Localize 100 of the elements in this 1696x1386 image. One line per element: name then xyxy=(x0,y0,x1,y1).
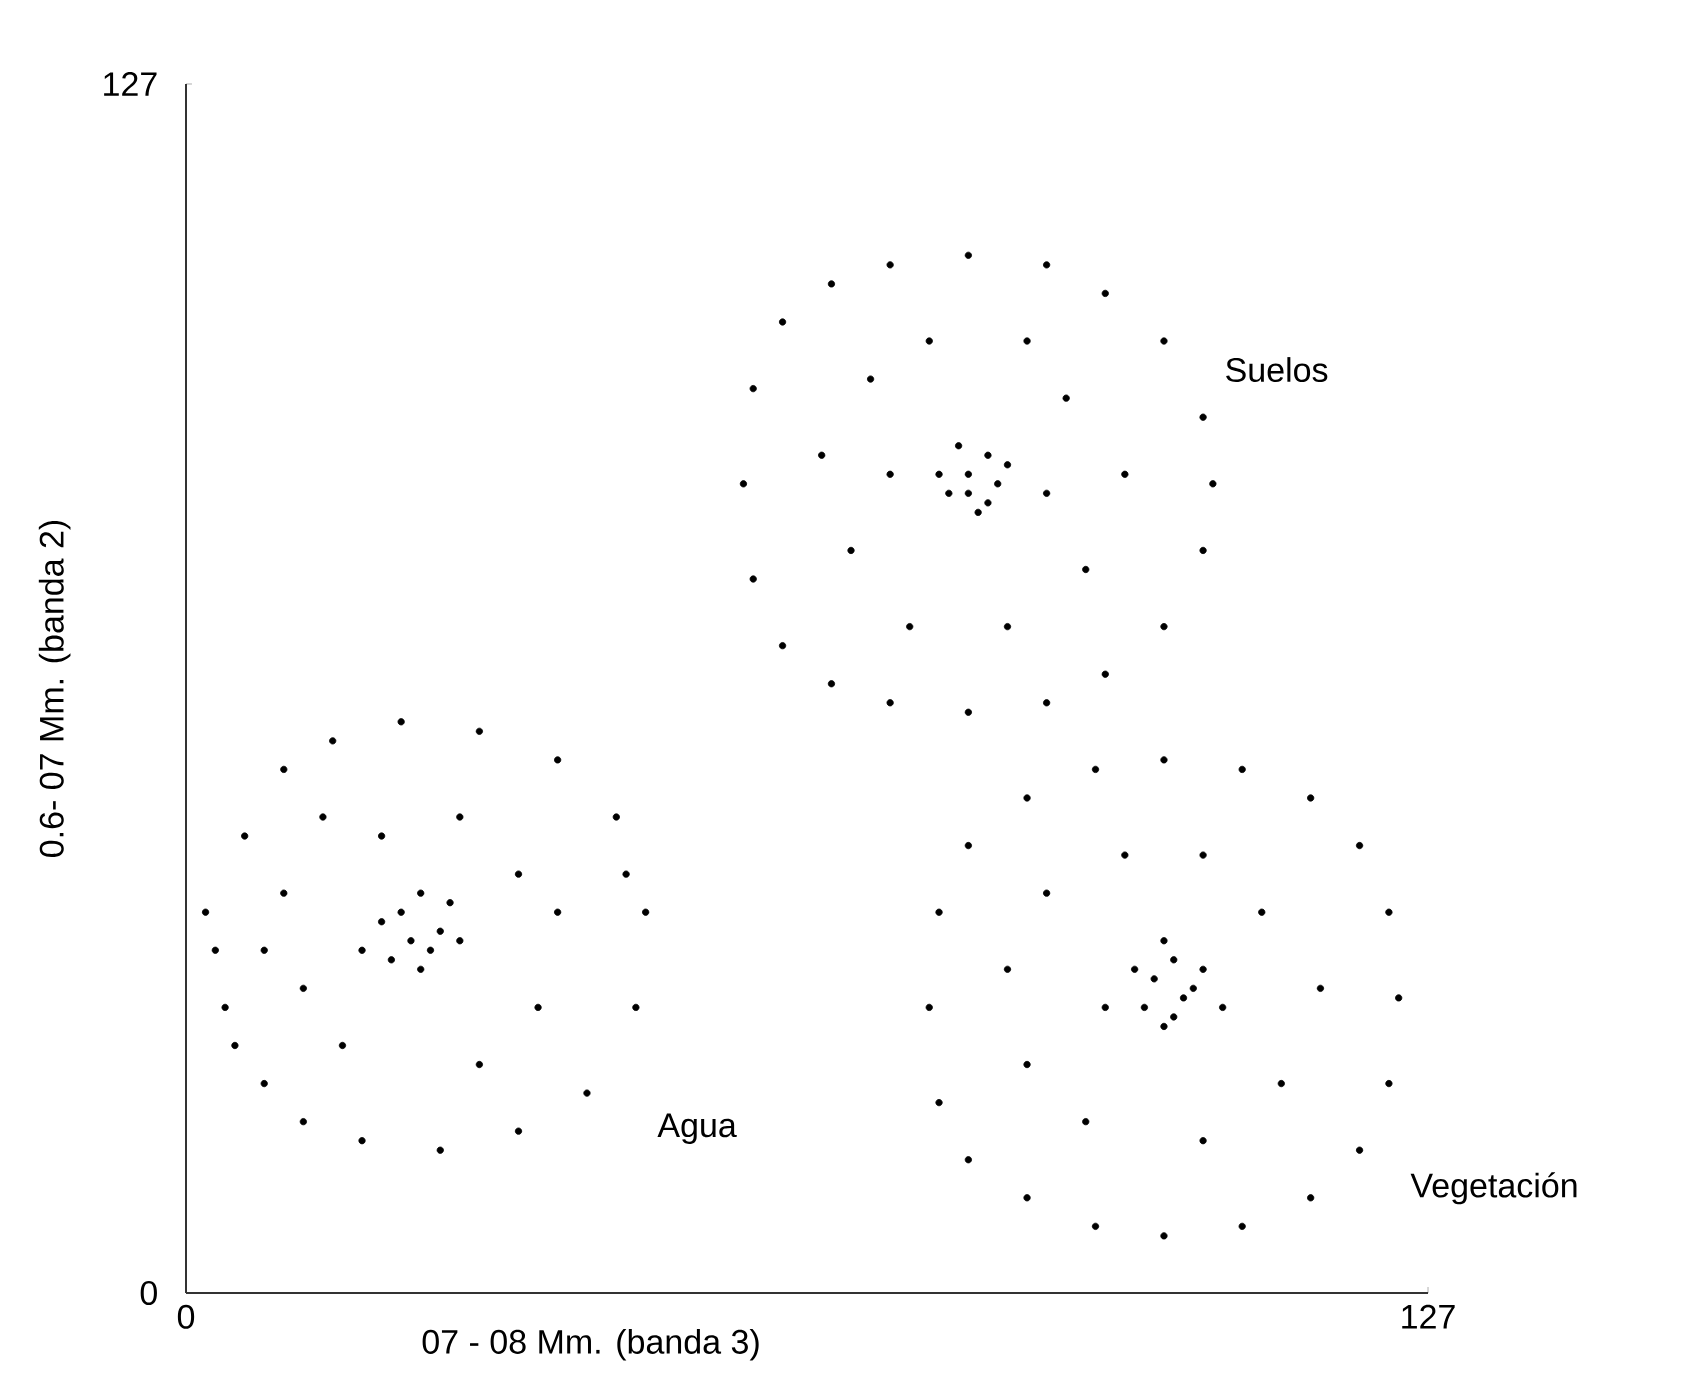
point xyxy=(514,870,523,878)
series-label: Vegetación xyxy=(1410,1172,1577,1205)
point xyxy=(387,956,395,964)
point xyxy=(1199,965,1207,973)
point xyxy=(984,499,992,507)
point xyxy=(475,727,483,735)
point xyxy=(260,946,268,954)
point xyxy=(319,813,327,821)
point xyxy=(407,937,415,945)
point xyxy=(1170,1013,1178,1021)
point xyxy=(886,699,894,707)
point xyxy=(1385,1079,1393,1088)
point xyxy=(1043,261,1051,269)
point xyxy=(778,318,787,326)
point xyxy=(1043,489,1051,497)
point xyxy=(778,642,787,650)
point xyxy=(994,480,1002,488)
point xyxy=(1355,1146,1364,1154)
point xyxy=(1043,889,1051,897)
point xyxy=(1179,994,1188,1002)
x-axis-title: 07 - 08 Mm. (banda 3) xyxy=(422,1328,759,1361)
point xyxy=(1189,984,1197,992)
point xyxy=(964,489,972,497)
point xyxy=(1101,289,1109,298)
point xyxy=(935,470,943,478)
point xyxy=(426,946,435,954)
point xyxy=(1091,1222,1100,1230)
point xyxy=(1003,965,1012,973)
point xyxy=(1023,794,1031,802)
point xyxy=(1101,1003,1109,1012)
point xyxy=(827,280,836,288)
point xyxy=(1062,394,1070,402)
point xyxy=(964,470,972,478)
point xyxy=(456,937,464,945)
point xyxy=(955,442,963,450)
point xyxy=(974,508,982,516)
point xyxy=(1160,623,1168,631)
point xyxy=(925,1003,933,1012)
point xyxy=(906,623,914,631)
y-axis-title: 0.6- 07 Mm. (banda 2) xyxy=(38,520,71,857)
point xyxy=(1170,956,1178,964)
point xyxy=(964,1156,972,1164)
point xyxy=(622,870,630,878)
point xyxy=(378,918,386,926)
point xyxy=(739,480,748,488)
point xyxy=(358,946,366,954)
point xyxy=(554,908,562,916)
point xyxy=(827,680,836,688)
point xyxy=(1121,470,1129,478)
point xyxy=(1238,765,1246,774)
point xyxy=(1140,1003,1149,1012)
point xyxy=(632,1003,640,1012)
point xyxy=(1395,994,1403,1002)
point xyxy=(1160,1022,1168,1031)
point xyxy=(338,1041,347,1050)
point xyxy=(201,908,210,916)
point xyxy=(583,1089,591,1097)
point xyxy=(1209,480,1217,488)
point xyxy=(1082,1118,1090,1126)
point xyxy=(1160,937,1168,945)
point xyxy=(945,489,953,497)
point xyxy=(299,1118,307,1126)
point xyxy=(1258,908,1266,916)
point xyxy=(1003,623,1012,631)
point xyxy=(1023,1060,1031,1069)
point xyxy=(456,813,464,821)
point xyxy=(436,1146,444,1154)
point xyxy=(1023,337,1031,345)
point xyxy=(1160,337,1168,345)
point xyxy=(1199,413,1207,421)
point xyxy=(514,1127,523,1135)
point xyxy=(397,908,405,916)
point xyxy=(397,718,405,726)
point xyxy=(417,889,425,897)
point xyxy=(964,251,972,259)
point xyxy=(1121,851,1129,859)
point xyxy=(984,451,992,459)
point xyxy=(378,832,386,840)
point xyxy=(866,375,875,383)
point xyxy=(612,813,620,821)
point xyxy=(818,451,826,459)
point xyxy=(935,1099,943,1107)
point xyxy=(554,756,562,764)
point xyxy=(299,984,307,992)
point xyxy=(1385,908,1393,916)
point xyxy=(964,708,972,716)
point xyxy=(231,1041,239,1050)
point xyxy=(749,385,757,393)
point xyxy=(329,737,337,745)
point xyxy=(280,765,288,774)
point xyxy=(886,261,894,269)
point xyxy=(1160,756,1168,764)
point xyxy=(475,1060,483,1069)
point xyxy=(1199,1137,1207,1145)
series-label: Suelos xyxy=(1226,357,1328,383)
point xyxy=(436,927,444,935)
point xyxy=(221,1003,229,1012)
point xyxy=(1160,1232,1168,1240)
point xyxy=(1355,841,1364,850)
point xyxy=(1316,984,1325,992)
